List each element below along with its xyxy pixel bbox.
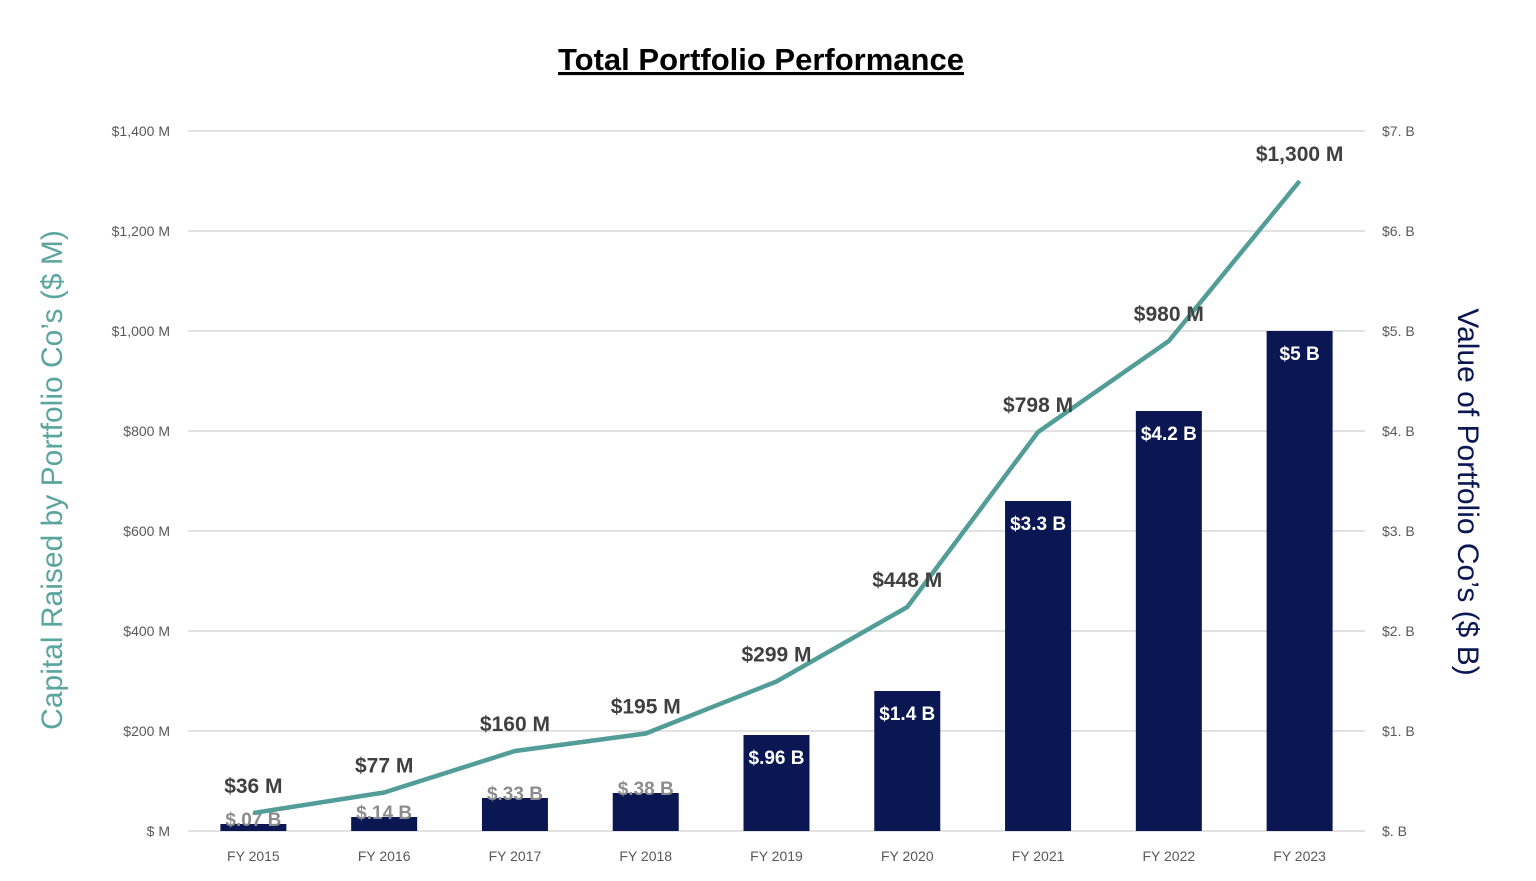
left-tick-label: $800 M [123, 423, 170, 439]
x-tick-label: FY 2022 [1142, 848, 1195, 864]
left-tick-label: $1,000 M [112, 323, 170, 339]
line-path [253, 179, 1302, 816]
bars: $.07 B $.14 B $.33 B $.38 B $.96 B $1.4 B $3.3… [220, 331, 1333, 831]
bar-data-label: $.96 B [749, 748, 805, 769]
bar-data-label: $5 B [1280, 344, 1320, 365]
x-tick-label: FY 2018 [619, 848, 672, 864]
x-tick-label: FY 2023 [1273, 848, 1326, 864]
right-axis-ticks: $. B $1. B $2. B $3. B $4. B $5. B $6. B $7. B [1382, 123, 1415, 839]
bar-data-label: $1.4 B [879, 704, 935, 725]
x-axis-ticks: FY 2015 FY 2016 FY 2017 FY 2018 FY 2019 FY 20… [227, 848, 1326, 864]
line-data-label: $299 M [741, 644, 811, 667]
gridlines [188, 130, 1365, 832]
bar [612, 793, 679, 831]
bar [1005, 501, 1072, 831]
right-tick-label: $6. B [1382, 223, 1415, 239]
line-series: $36 M $77 M $160 M $195 M $299 M $448 M $798 M… [224, 143, 1344, 816]
x-tick-label: FY 2021 [1012, 848, 1065, 864]
left-tick-label: $200 M [123, 723, 170, 739]
line-data-label: $160 M [480, 713, 550, 736]
x-tick-label: FY 2017 [489, 848, 542, 864]
line-data-label: $77 M [355, 755, 413, 778]
bar [481, 798, 548, 831]
chart-title: Total Portfolio Performance [558, 42, 964, 77]
left-tick-label: $ M [147, 823, 170, 839]
line-data-label: $195 M [611, 696, 681, 719]
bar-data-label: $4.2 B [1141, 424, 1197, 445]
left-axis-ticks: $ M $200 M $400 M $600 M $800 M $1,000 M $1,20… [112, 123, 170, 839]
left-tick-label: $1,200 M [112, 223, 170, 239]
line-data-label: $1,300 M [1256, 143, 1344, 166]
bar [743, 735, 810, 831]
bar-data-label: $.07 B [225, 810, 281, 831]
right-tick-label: $1. B [1382, 723, 1415, 739]
line-data-label: $36 M [224, 775, 282, 798]
right-tick-label: $4. B [1382, 423, 1415, 439]
x-tick-label: FY 2019 [750, 848, 803, 864]
line-data-label: $980 M [1134, 303, 1204, 326]
right-tick-label: $3. B [1382, 523, 1415, 539]
bar [1266, 331, 1333, 831]
right-tick-label: $7. B [1382, 123, 1415, 139]
right-tick-label: $5. B [1382, 323, 1415, 339]
x-tick-label: FY 2015 [227, 848, 280, 864]
left-tick-label: $600 M [123, 523, 170, 539]
x-tick-label: FY 2016 [358, 848, 411, 864]
bar [220, 824, 287, 831]
bar [1135, 411, 1202, 831]
right-tick-label: $. B [1382, 823, 1407, 839]
bar [874, 691, 941, 831]
bar-data-label: $3.3 B [1010, 514, 1066, 535]
line-data-label: $798 M [1003, 394, 1073, 417]
left-tick-label: $1,400 M [112, 123, 170, 139]
x-tick-label: FY 2020 [881, 848, 934, 864]
left-axis-label: Capital Raised by Portfolio Co’s ($ M) [36, 230, 69, 730]
right-axis-label: Value of Portfolio Co’s ($ B) [1451, 308, 1484, 675]
bar-data-label: $.14 B [356, 803, 412, 824]
left-tick-label: $400 M [123, 623, 170, 639]
bar [351, 817, 418, 831]
bar-data-label: $.38 B [618, 779, 674, 800]
bar-data-label: $.33 B [487, 784, 543, 805]
right-tick-label: $2. B [1382, 623, 1415, 639]
line-data-label: $448 M [872, 569, 942, 592]
